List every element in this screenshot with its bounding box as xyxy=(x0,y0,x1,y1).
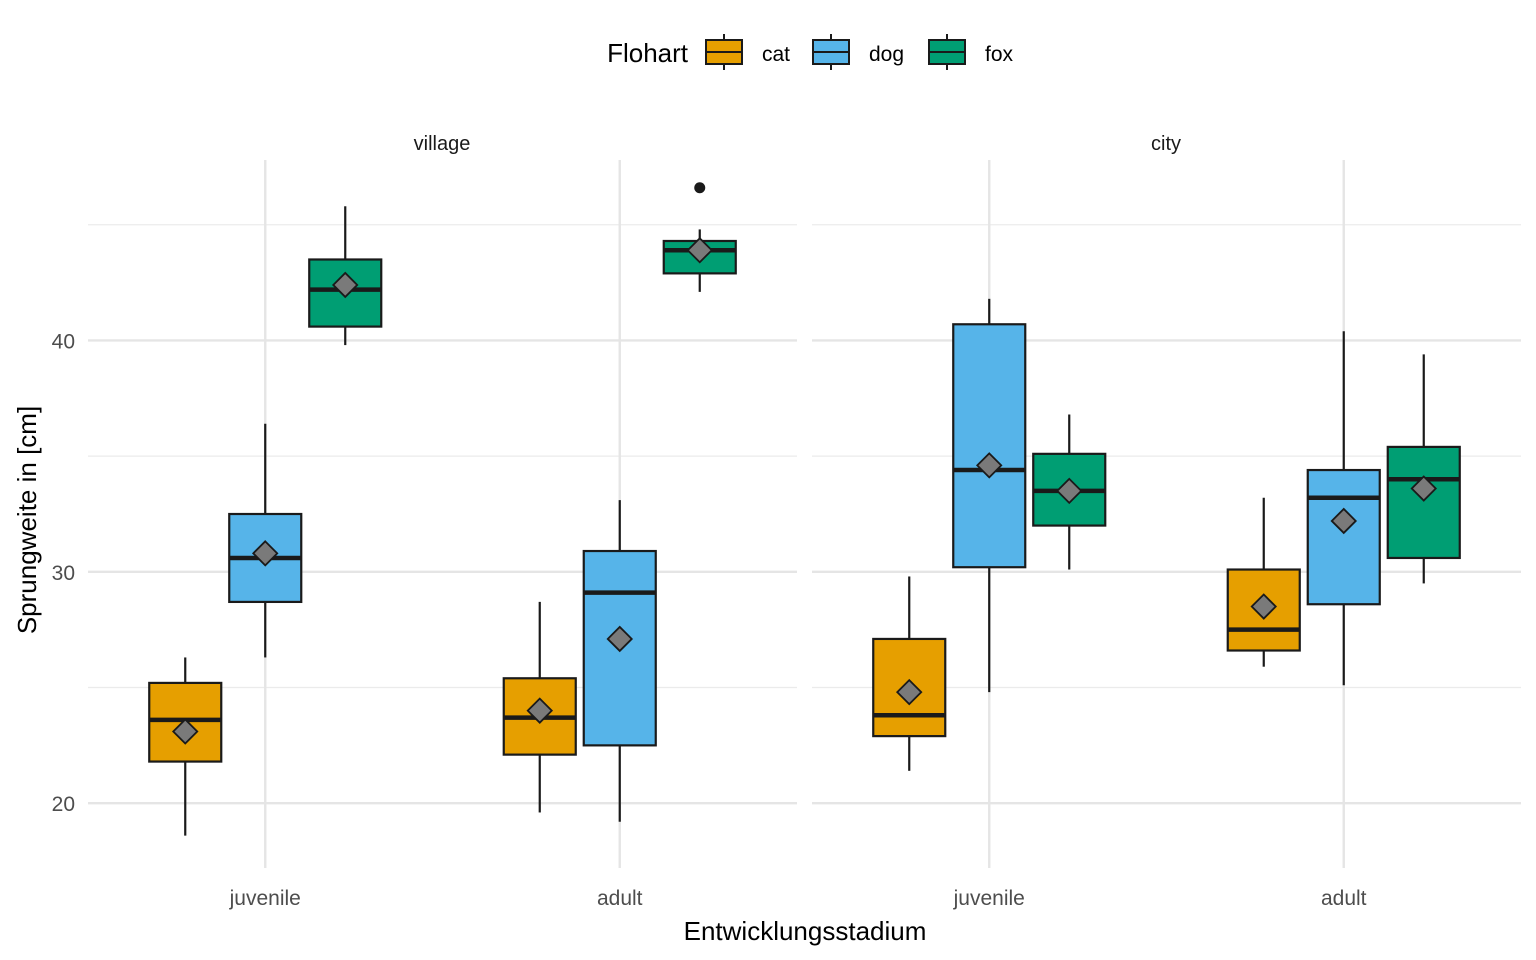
mean-diamond xyxy=(606,625,634,653)
box-fox-adult xyxy=(1386,354,1461,584)
legend-label: fox xyxy=(985,43,1014,66)
mean-diamond xyxy=(686,236,714,264)
mean-diamond xyxy=(1410,475,1438,502)
box-dog-adult xyxy=(1306,331,1381,686)
mean-diamond xyxy=(1055,477,1083,505)
outlier-point xyxy=(694,182,706,194)
panel-title: village xyxy=(414,133,471,155)
legend-label: cat xyxy=(762,43,790,66)
panel-title: city xyxy=(1151,133,1181,155)
box-dog-adult xyxy=(582,500,657,822)
box-fox-adult xyxy=(662,182,737,292)
box-cat-adult xyxy=(1226,497,1301,667)
mean-diamond xyxy=(331,271,359,299)
mean-diamond xyxy=(171,718,199,745)
x-tick-label: adult xyxy=(597,887,643,910)
box-dog-juvenile xyxy=(952,298,1027,693)
box-cat-juvenile xyxy=(148,657,223,836)
box-fox-juvenile xyxy=(1032,414,1107,570)
x-tick-label: juvenile xyxy=(953,887,1025,910)
x-tick-label: adult xyxy=(1321,887,1367,910)
x-tick-label: juvenile xyxy=(229,887,301,910)
box-cat-juvenile xyxy=(872,576,947,771)
legend-title: Flohart xyxy=(607,38,689,68)
box-dog-juvenile xyxy=(228,423,303,658)
legend-item-fox: fox xyxy=(928,34,1014,70)
legend-item-cat: cat xyxy=(705,34,790,70)
legend-item-dog: dog xyxy=(812,34,904,70)
mean-diamond xyxy=(526,697,554,724)
panels: village juvenile adult 20 30 40 city juvenile ad… xyxy=(52,133,1521,910)
mean-diamond xyxy=(895,678,923,706)
mean-diamond xyxy=(251,540,279,567)
box-fox-juvenile xyxy=(308,206,383,346)
box-body xyxy=(1306,468,1381,606)
legend: Flohart cat dog fox xyxy=(607,34,1014,70)
mean-diamond xyxy=(975,452,1003,479)
legend-label: dog xyxy=(869,43,904,66)
legend-items: cat dog fox xyxy=(705,34,1014,70)
y-tick-label: 20 xyxy=(52,793,75,816)
mean-diamond xyxy=(1330,507,1358,535)
panel-village: village juvenile adult 20 30 40 xyxy=(52,133,797,910)
y-axis-title: Sprungweite in [cm] xyxy=(12,406,42,634)
y-tick-label: 30 xyxy=(52,562,75,585)
panel-city: city juvenile adult xyxy=(812,133,1521,910)
y-tick-label: 40 xyxy=(52,330,75,353)
x-axis-title: Entwicklungsstadium xyxy=(684,916,927,946)
box-body xyxy=(952,323,1027,569)
box-body xyxy=(1386,445,1461,560)
mean-diamond xyxy=(1250,593,1278,620)
box-cat-adult xyxy=(502,601,577,813)
